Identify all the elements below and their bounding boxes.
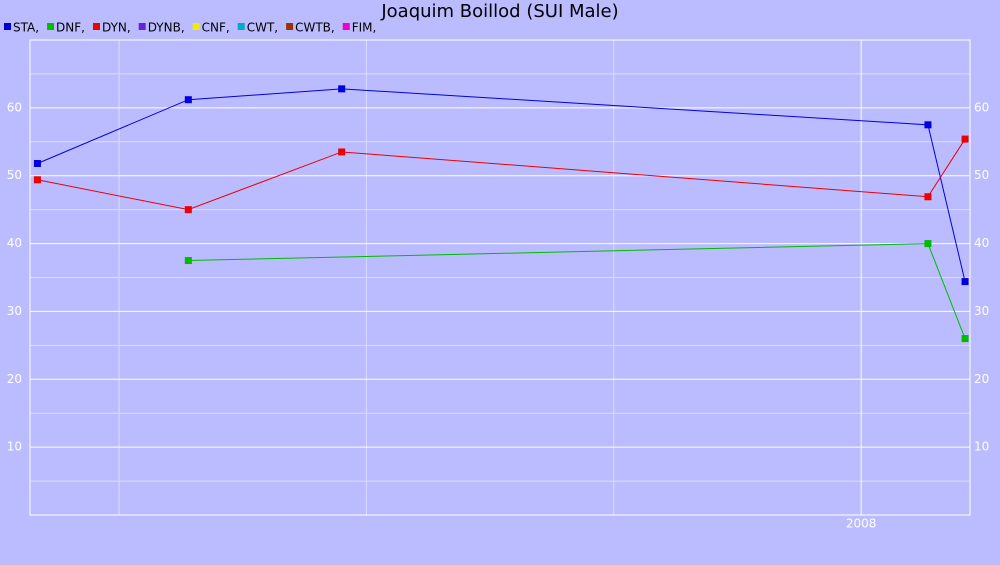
y2-tick-label: 50 [974,168,989,182]
chart-title: Joaquim Boillod (SUI Male) [380,1,618,22]
legend-swatch [192,23,200,30]
point [924,193,932,201]
y-tick-label: 60 [7,100,22,114]
point [338,85,346,93]
legend-swatch [47,23,55,30]
y2-tick-label: 20 [974,372,989,386]
point [33,176,41,184]
y-tick-label: 30 [7,304,22,318]
y2-tick-label: 30 [974,304,989,318]
y-tick-label: 10 [7,440,22,454]
point [961,335,969,343]
y2-tick-label: 40 [974,236,989,250]
point [184,96,192,104]
point [184,206,192,214]
legend-label: CNF, [202,21,230,35]
legend-label: CWT, [247,21,278,35]
point [184,257,192,265]
legend-swatch [286,23,294,30]
legend-label: FIM, [352,21,377,35]
y-tick-label: 50 [7,168,22,182]
legend-label: DNF, [56,21,85,35]
legend-label: DYNB, [148,21,185,35]
legend-swatch [92,23,100,30]
y-tick-label: 20 [7,372,22,386]
legend-label: DYN, [102,21,131,35]
point [33,160,41,167]
legend-swatch [237,23,245,30]
y2-tick-label: 10 [974,440,989,454]
point [924,121,932,129]
legend-label: CWTB, [295,21,335,35]
y2-tick-label: 60 [974,100,989,114]
x-tick-label: 2008 [846,517,877,531]
point [961,278,969,286]
legend-swatch [342,23,350,30]
legend-label: STA, [13,21,39,35]
plot-frame [29,39,971,516]
y-tick-label: 40 [7,236,22,250]
point [338,148,346,156]
point [961,135,969,143]
legend-swatch [4,23,11,30]
legend-swatch [138,23,146,30]
point [924,240,932,248]
